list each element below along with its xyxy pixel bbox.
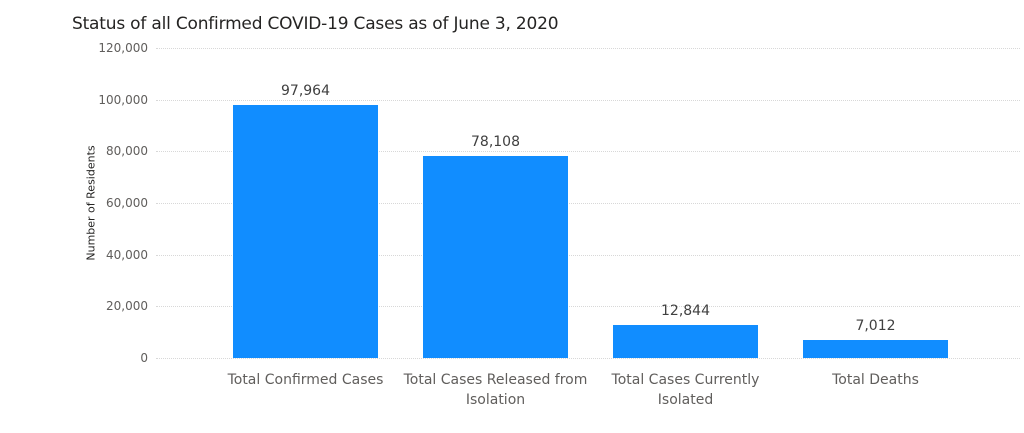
y-tick-label: 0 [140,351,148,365]
x-tick-label: Total Confirmed Cases [227,372,384,388]
gridline [156,254,1020,256]
y-tick-label: 100,000 [98,92,148,107]
y-tick-label: 120,000 [98,41,148,55]
gridline [156,306,1020,308]
y-tick-label: 80,000 [106,144,148,159]
gridline [156,203,1020,204]
bar[interactable] [803,339,948,358]
chart-title: Status of all Confirmed COVID-19 Cases a… [72,14,559,34]
data-label: 12,844 [661,302,710,319]
gridline [156,99,1020,101]
y-tick-label: 40,000 [106,247,148,262]
y-tick-label: 60,000 [106,196,148,210]
y-tick-label: 20,000 [106,299,148,314]
x-tick-label: Total Cases Currently Isolated [611,372,760,408]
bar[interactable] [613,324,758,358]
gridline [156,358,1020,359]
bar[interactable] [233,104,378,358]
x-tick-label: Total Deaths [832,372,919,388]
x-tick-label: Total Cases Released from Isolation [403,372,588,408]
data-label: 97,964 [281,82,330,99]
data-label: 7,012 [855,317,896,334]
data-label: 78,108 [471,134,520,151]
gridline [156,151,1020,153]
bar[interactable] [423,156,568,358]
gridline [156,48,1020,49]
